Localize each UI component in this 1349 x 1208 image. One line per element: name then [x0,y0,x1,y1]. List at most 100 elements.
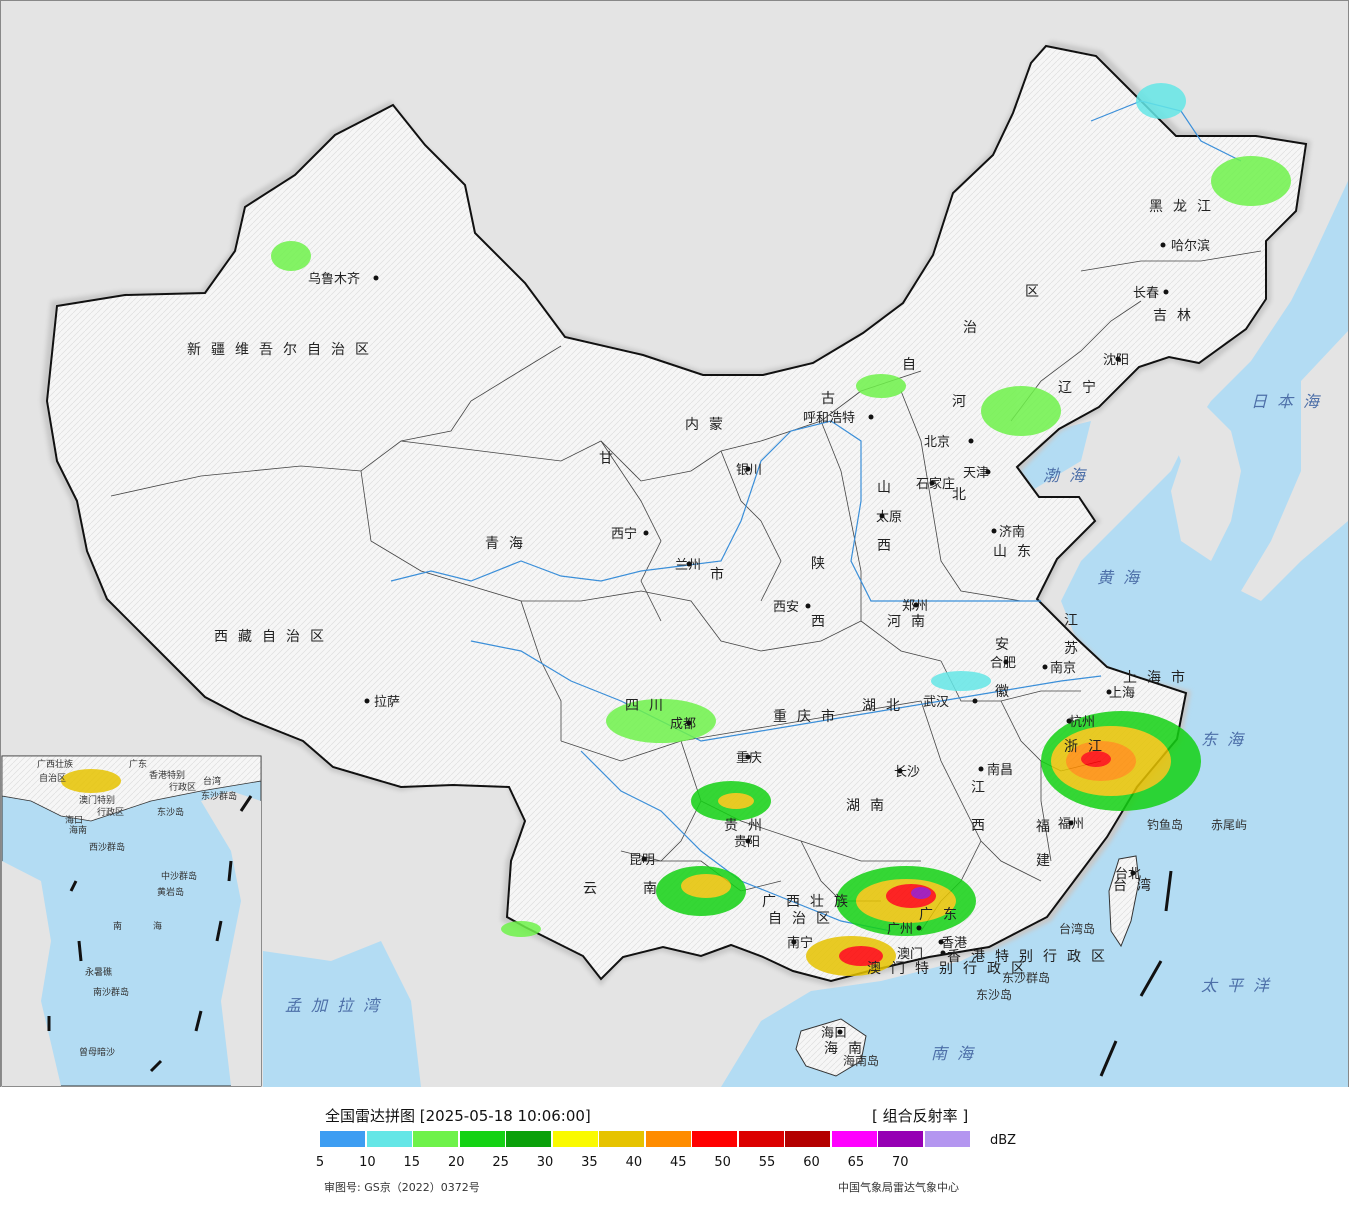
city-label: 呼和浩特 [803,411,855,426]
inset-label: 东沙群岛 [201,790,237,802]
region-label: 治 [963,320,987,336]
region-label: 云 [583,881,607,897]
inset-label: 广西壮族 [37,758,73,770]
island-label: 钓鱼岛 [1147,817,1183,832]
city-label: 西安 [773,600,799,615]
region-label: 黑龙江 [1149,199,1221,215]
color-swatch [785,1131,830,1147]
scale-tick: 20 [447,1155,465,1170]
land-hainan [795,1018,867,1077]
city-marker [1163,289,1169,295]
region-label: 湖北 [862,698,910,714]
approval-number: 审图号: GS京（2022）0372号 [324,1181,480,1194]
city-label: 合肥 [990,656,1016,671]
legend-panel: 全国雷达拼图 [2025-05-18 10:06:00] [ 组合反射率 ] 5… [0,1087,1349,1208]
region-label: 青海 [485,536,533,552]
sea-label: 东海 [1201,730,1253,749]
city-marker [791,939,797,945]
region-label: 澳门特别行政区 [867,961,1035,977]
scale-tick: 10 [359,1155,376,1170]
inset-label: 行政区 [169,781,196,793]
agency-name: 中国气象局雷达气象中心 [838,1181,959,1194]
sea-east [721,181,1348,1087]
city-marker [985,469,991,475]
sea-label: 孟加拉湾 [285,996,389,1015]
color-swatch [366,1131,412,1147]
land-taiwan [1108,855,1140,948]
inset-label: 中沙群岛 [161,870,197,882]
inset-label: 海南 [69,824,87,836]
sea-boundary-dashes [47,795,1173,1077]
scale-tick: 45 [669,1155,687,1170]
city-marker [1106,689,1112,695]
sea-label: 日本海 [1251,392,1329,411]
radar-map: 新疆维吾尔自治区 西藏自治区 青海甘内蒙古自治区黑龙江 吉林 辽宁河北山西山东陕西河南江… [0,0,1349,1088]
region-label: 苏 [1064,641,1088,657]
city-label: 南昌 [987,762,1013,778]
region-label: 内蒙 [685,417,733,433]
region-label: 新疆维吾尔自治区 [187,342,379,358]
city-label: 澳门 [897,946,923,962]
city-label: 香港 [941,936,967,951]
sea-label: 黄海 [1097,568,1149,587]
city-marker [1068,820,1074,826]
region-label: 自治区 [768,911,840,927]
inset-label: 台湾 [203,775,221,787]
color-swatch [413,1131,458,1147]
color-swatch [599,1131,644,1147]
region-label: 辽宁 [1058,379,1106,396]
inset-label: 黄岩岛 [157,886,184,898]
region-label: 甘 [599,451,623,467]
sea-bay-bengal [263,941,421,1087]
city-marker [364,698,370,704]
color-swatch [552,1131,598,1147]
city-marker [991,528,997,534]
scale-tick: 60 [803,1155,820,1170]
city-label: 乌鲁木齐 [308,271,360,287]
city-marker [805,603,811,609]
city-marker [373,275,379,281]
scale-tick: 65 [847,1155,865,1170]
inset-label: 行政区 [97,806,124,818]
color-swatch [320,1131,365,1147]
region-label: 西 [971,818,995,834]
city-marker [1003,659,1009,665]
rivers [390,100,1242,932]
region-label: 湖南 [846,798,894,814]
city-label: 武汉 [923,695,949,710]
region-label: 吉林 [1153,308,1201,324]
city-label: 南京 [1050,660,1076,676]
city-label: 成都 [670,717,696,732]
city-marker [972,698,978,704]
color-swatch [506,1131,551,1147]
region-label: 广东 [919,907,967,923]
color-swatch [878,1131,923,1147]
city-label: 哈尔滨 [1171,238,1210,254]
city-marker [1115,356,1121,362]
region-label: 自 [902,357,926,373]
scale-tick: 50 [714,1155,731,1170]
city-label: 长沙 [894,765,920,780]
south-china-sea-inset [1,755,262,1087]
product-name: [ 组合反射率 ] [872,1107,969,1125]
island-label: 海南岛 [843,1053,879,1068]
region-labels: 新疆维吾尔自治区西藏自治区青海甘内蒙古自治区黑龙江吉林辽宁河北山西 山东陕西 河南江… [187,199,1221,1057]
island-label: 台湾岛 [1059,921,1095,936]
region-label: 安 [995,637,1019,653]
sea-label: 南海 [931,1044,983,1063]
color-swatch [645,1131,691,1147]
city-marker [837,1029,843,1035]
region-label: 市 [710,566,734,583]
island-label: 赤尾屿 [1211,818,1247,832]
city-marker [968,438,974,444]
region-label: 贵州 [724,818,772,834]
inset-label: 东沙岛 [157,806,184,818]
city-marker [1130,870,1136,876]
region-label: 山 [877,480,901,496]
city-label: 太原 [876,510,902,525]
city-marker [940,950,946,956]
city-label: 南宁 [787,935,813,951]
city-label: 长春 [1133,286,1159,301]
city-marker [1160,242,1166,248]
